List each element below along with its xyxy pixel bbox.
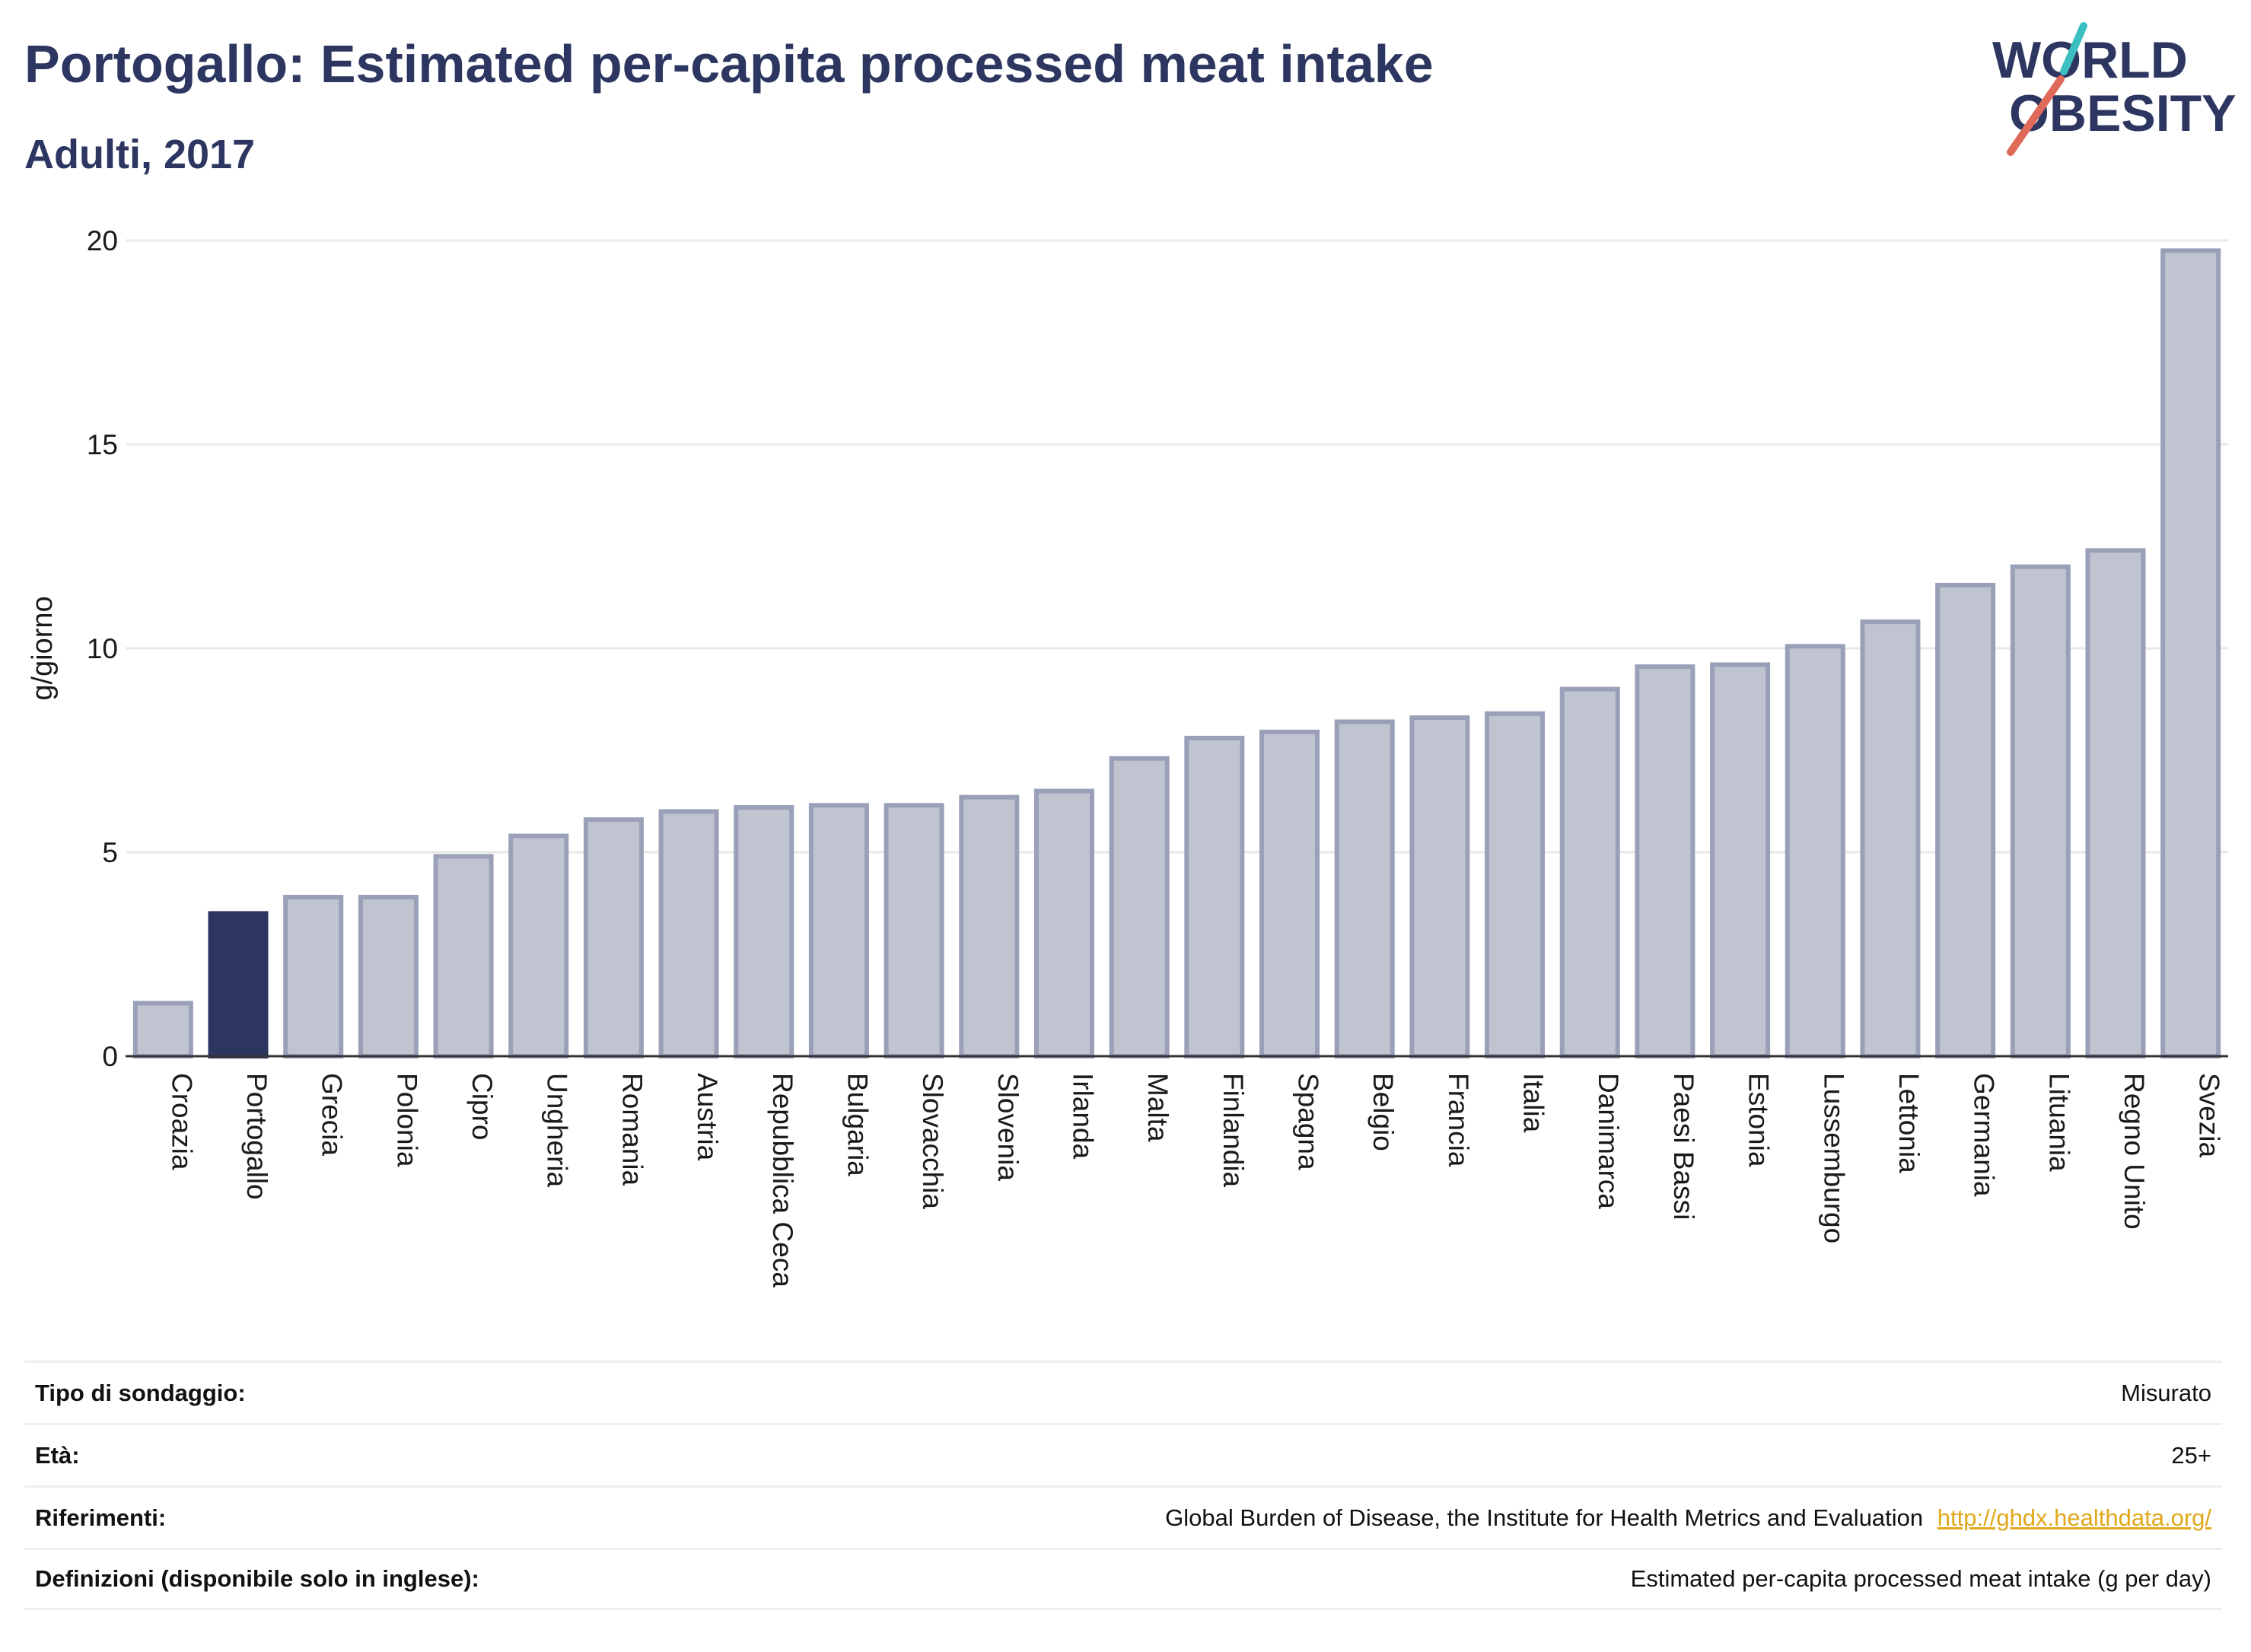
- x-tick-label: Portogallo: [241, 1073, 272, 1200]
- age-value: 25+: [2171, 1441, 2211, 1469]
- references-link[interactable]: http://ghdx.healthdata.org/: [1937, 1504, 2211, 1531]
- x-tick-label: Lituania: [2043, 1073, 2074, 1172]
- x-tick-label: Lussemburgo: [1818, 1073, 1849, 1243]
- x-tick-label: Slovenia: [992, 1073, 1024, 1181]
- bar-germania: [1935, 582, 1996, 1058]
- x-tick-label: Slovacchia: [917, 1073, 948, 1209]
- chart-subtitle: Adulti, 2017: [24, 132, 256, 177]
- x-tick-label: Finlandia: [1218, 1073, 1249, 1188]
- x-tick-label: Polonia: [391, 1073, 422, 1167]
- x-tick-label: Irlanda: [1067, 1073, 1098, 1160]
- bar-croazia: [132, 1001, 193, 1058]
- x-axis-labels: Croazia Portogallo Grecia Polonia Cipro Unghe…: [166, 1073, 2224, 1288]
- bar-svezia: [2160, 248, 2221, 1058]
- x-tick-label: Regno Unito: [2119, 1073, 2150, 1230]
- bar-romania: [583, 817, 644, 1058]
- bar-irlanda: [1033, 788, 1094, 1058]
- bar-grecia: [283, 894, 344, 1058]
- references-label: Riferimenti:: [35, 1504, 167, 1531]
- x-tick-label: Bulgaria: [842, 1073, 873, 1176]
- bar-chart: 0 5 10 15 20 g/giorno Croazia Portogallo Greci…: [27, 225, 2228, 1288]
- bar-italia: [1485, 711, 1546, 1058]
- bar-slovenia: [959, 794, 1020, 1058]
- bar-estonia: [1710, 662, 1771, 1058]
- logo-slash-coral: [2007, 75, 2065, 156]
- meta-row-references: Riferimenti: Global Burden of Disease, t…: [24, 1485, 2222, 1548]
- bar-paesi-bassi: [1635, 664, 1695, 1058]
- x-tick-label: Italia: [1518, 1073, 1549, 1133]
- survey-type-label: Tipo di sondaggio:: [35, 1379, 246, 1406]
- x-tick-label: Ungheria: [542, 1073, 573, 1188]
- definitions-value: Estimated per-capita processed meat inta…: [1630, 1565, 2211, 1592]
- bar-malta: [1109, 756, 1170, 1058]
- survey-type-value: Misurato: [2121, 1379, 2211, 1406]
- y-axis-ticks: 0 5 10 15 20: [87, 225, 118, 1072]
- meta-row-definitions: Definizioni (disponibile solo in inglese…: [24, 1548, 2222, 1610]
- y-axis-label: g/giorno: [27, 596, 59, 700]
- y-tick-label: 20: [87, 225, 118, 256]
- x-tick-label: Lettonia: [1893, 1073, 1925, 1173]
- x-tick-label: Spagna: [1293, 1073, 1324, 1170]
- bar-spagna: [1259, 729, 1320, 1058]
- references-text: Global Burden of Disease, the Institute …: [1165, 1504, 1924, 1531]
- age-label: Età:: [35, 1441, 80, 1469]
- y-tick-label: 15: [87, 429, 118, 460]
- metadata-table: Tipo di sondaggio: Misurato Età: 25+ Rif…: [24, 1361, 2222, 1610]
- bar-lituania: [2010, 564, 2071, 1058]
- x-tick-label: Austria: [692, 1073, 723, 1161]
- bars: [132, 248, 2221, 1059]
- references-value: Global Burden of Disease, the Institute …: [1165, 1504, 2211, 1532]
- definitions-label: Definizioni (disponibile solo in inglese…: [35, 1565, 479, 1592]
- meta-row-survey-type: Tipo di sondaggio: Misurato: [24, 1361, 2222, 1423]
- x-tick-label: Danimarca: [1593, 1073, 1624, 1209]
- x-tick-label: Svezia: [2194, 1073, 2225, 1157]
- world-obesity-logo: WORLD OBESITY: [1992, 22, 2237, 156]
- x-tick-label: Estonia: [1743, 1073, 1775, 1167]
- x-tick-label: Paesi Bassi: [1668, 1073, 1699, 1220]
- y-tick-label: 5: [102, 837, 118, 868]
- y-tick-label: 0: [102, 1041, 118, 1072]
- x-tick-label: Repubblica Ceca: [767, 1073, 798, 1288]
- bar-polonia: [358, 894, 419, 1058]
- bar-austria: [658, 809, 719, 1059]
- logo-slash-teal: [2060, 22, 2087, 75]
- bar-slovacchia: [884, 803, 944, 1058]
- x-tick-label: Malta: [1142, 1073, 1173, 1142]
- bar-lettonia: [1860, 619, 1921, 1058]
- x-tick-label: Germania: [1969, 1073, 2000, 1197]
- meta-row-age: Età: 25+: [24, 1423, 2222, 1485]
- bar-bulgaria: [808, 803, 869, 1058]
- bar-belgio: [1334, 719, 1395, 1058]
- bar-repubblica-ceca: [734, 805, 794, 1059]
- bar-portogallo: [208, 911, 269, 1059]
- x-tick-label: Croazia: [166, 1073, 197, 1170]
- bar-ungheria: [508, 833, 569, 1059]
- logo-word-world: WORLD: [1992, 31, 2188, 89]
- chart-title: Portogallo: Estimated per-capita process…: [24, 34, 1434, 94]
- bar-francia: [1409, 715, 1470, 1058]
- y-tick-label: 10: [87, 633, 118, 664]
- bar-finlandia: [1184, 735, 1245, 1058]
- x-tick-label: Cipro: [466, 1073, 498, 1140]
- x-tick-label: Romania: [616, 1073, 648, 1186]
- x-tick-label: Belgio: [1367, 1073, 1399, 1151]
- x-tick-label: Grecia: [317, 1073, 348, 1156]
- bar-danimarca: [1559, 686, 1620, 1058]
- bar-regno-unito: [2085, 548, 2146, 1058]
- bar-lussemburgo: [1785, 644, 1845, 1058]
- bar-cipro: [433, 854, 494, 1058]
- x-tick-label: Francia: [1443, 1073, 1474, 1167]
